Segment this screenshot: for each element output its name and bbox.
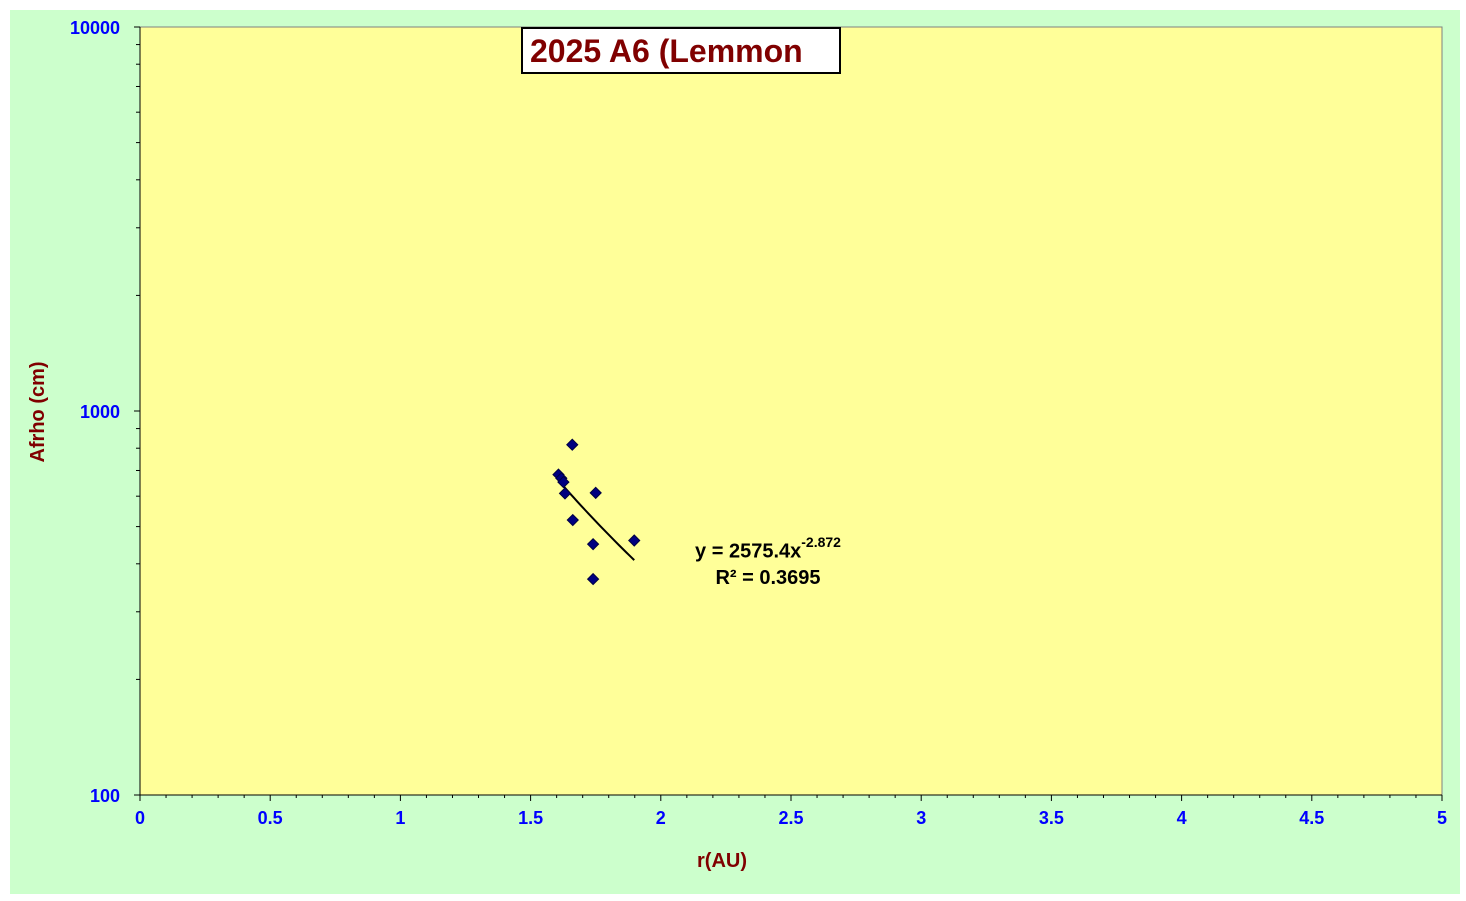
data-point xyxy=(586,572,600,586)
y-tick-label: 100 xyxy=(90,786,120,806)
y-axis-title: Afrho (cm) xyxy=(27,361,49,462)
data-point xyxy=(558,487,572,500)
data-point xyxy=(566,438,579,451)
y-tick-label: 10000 xyxy=(70,18,120,38)
equation-exponent: -2.872 xyxy=(801,534,841,550)
trendline-equation: y = 2575.4x-2.872 R² = 0.3695 xyxy=(660,532,876,591)
x-tick-label: 1 xyxy=(395,808,405,828)
axes: 0 0.5 1 1.5 2 2.5 3 3.5 4 4.5 5 100 1000 10000 xyxy=(70,18,1447,828)
data-point xyxy=(557,475,570,489)
y-tick-label: 1000 xyxy=(80,402,120,422)
power-trendline xyxy=(557,479,635,561)
data-point xyxy=(586,537,600,551)
x-tick-label: 4.5 xyxy=(1299,808,1324,828)
x-axis-title: r(AU) xyxy=(697,850,747,872)
x-tick-label: 3 xyxy=(916,808,926,828)
data-point xyxy=(628,534,641,547)
plot-area xyxy=(139,26,1443,796)
data-point xyxy=(589,486,602,500)
equation-text: y = 2575.4x xyxy=(695,540,802,563)
x-tick-label: 4 xyxy=(1177,808,1187,828)
x-tick-label: 2.5 xyxy=(778,808,803,828)
data-points xyxy=(552,438,641,586)
x-tick-label: 3.5 xyxy=(1039,808,1064,828)
x-tick-label: 5 xyxy=(1437,808,1447,828)
chart-title: 2025 A6 (Lemmon xyxy=(530,33,803,69)
r-squared-text: R² = 0.3695 xyxy=(715,566,821,589)
x-tick-label: 0.5 xyxy=(258,808,283,828)
x-tick-label: 2 xyxy=(656,808,666,828)
x-tick-label: 1.5 xyxy=(518,808,543,828)
trendline-group xyxy=(557,479,635,561)
data-point xyxy=(566,513,579,527)
x-tick-label: 0 xyxy=(135,808,145,828)
chart-title-box: 2025 A6 (Lemmon xyxy=(521,27,841,74)
